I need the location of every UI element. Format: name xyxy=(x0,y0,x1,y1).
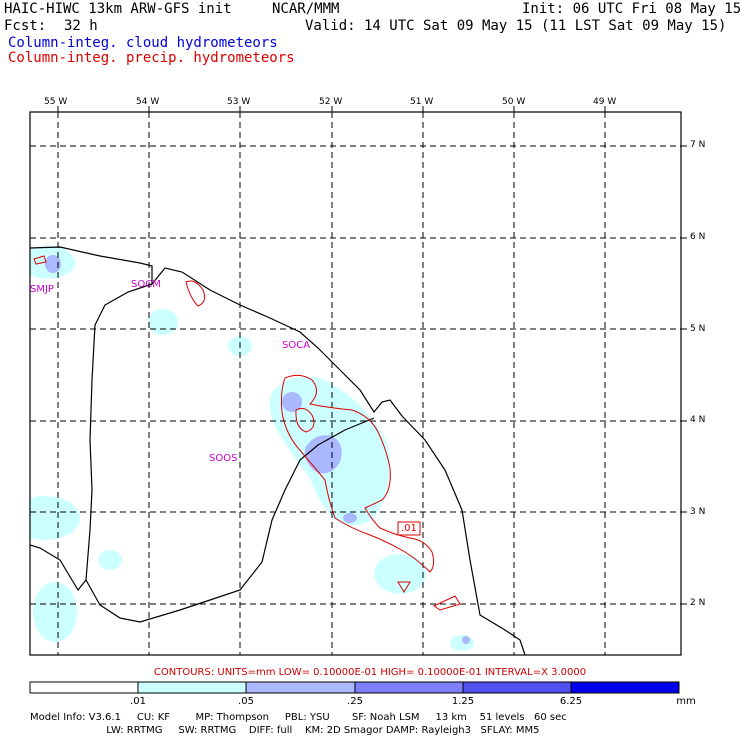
colorbar-units: mm xyxy=(676,696,696,707)
contour-label-box xyxy=(397,521,421,536)
station-label: SOCA xyxy=(282,340,311,351)
colorbar-bin xyxy=(29,681,139,694)
forecast-label: Fcst: xyxy=(4,18,47,34)
model-info-line-1: Model Info: V3.6.1 CU: KF MP: Thompson P… xyxy=(30,712,567,723)
colorbar-tick: 6.25 xyxy=(559,696,583,707)
colorbar-tick: 1.25 xyxy=(451,696,475,707)
colorbar-bin xyxy=(137,681,247,694)
lat-lon-grid xyxy=(30,112,681,655)
colorbar-bin xyxy=(245,681,356,694)
valid-time: Valid: 14 UTC Sat 09 May 15 (11 LST Sat … xyxy=(305,18,727,34)
lat-label: 5 N xyxy=(690,324,706,334)
model-info-line-2: LW: RRTMG SW: RRTMG DIFF: full KM: 2D Sm… xyxy=(30,725,540,736)
station-label: SMJP xyxy=(30,284,54,295)
map-frame xyxy=(29,111,682,656)
init-time: Init: 06 UTC Fri 08 May 15 xyxy=(522,1,740,17)
colorbar-bin xyxy=(462,681,572,694)
precip-contours xyxy=(33,255,461,611)
lat-label: 7 N xyxy=(690,140,706,150)
field-cloud-label: Column-integ. cloud hydrometeors xyxy=(8,35,278,51)
axis-ticks xyxy=(57,106,687,605)
colorbar-bin xyxy=(354,681,464,694)
lat-label: 3 N xyxy=(690,507,706,517)
lon-label: 51 W xyxy=(410,97,434,107)
field-precip-label: Column-integ. precip. hydrometeors xyxy=(8,50,295,66)
lon-label: 52 W xyxy=(319,97,343,107)
colorbar xyxy=(29,681,680,694)
org-label: NCAR/MMM xyxy=(272,1,340,17)
colorbar-tick: .25 xyxy=(347,696,363,707)
contour-value-label: .01 xyxy=(401,523,417,534)
coastlines xyxy=(30,246,526,655)
lat-label: 4 N xyxy=(690,415,706,425)
colorbar-tick: .01 xyxy=(130,696,146,707)
lat-label: 6 N xyxy=(690,232,706,242)
lat-label: 2 N xyxy=(690,598,706,608)
station-label: SOCM xyxy=(131,279,161,290)
lon-label: 49 W xyxy=(593,97,617,107)
colorbar-tick: .05 xyxy=(238,696,254,707)
contours-description: CONTOURS: UNITS=mm LOW= 0.10000E-01 HIGH… xyxy=(153,667,587,678)
station-label: SOOS xyxy=(209,453,238,464)
cloud-shading-medium xyxy=(45,255,470,644)
lon-label: 54 W xyxy=(136,97,160,107)
lon-label: 50 W xyxy=(502,97,526,107)
colorbar-bin xyxy=(570,681,680,694)
forecast-hour: 32 h xyxy=(64,18,98,34)
model-title: HAIC-HIWC 13km ARW-GFS init xyxy=(4,1,232,17)
lon-label: 53 W xyxy=(227,97,251,107)
lon-label: 55 W xyxy=(44,97,68,107)
